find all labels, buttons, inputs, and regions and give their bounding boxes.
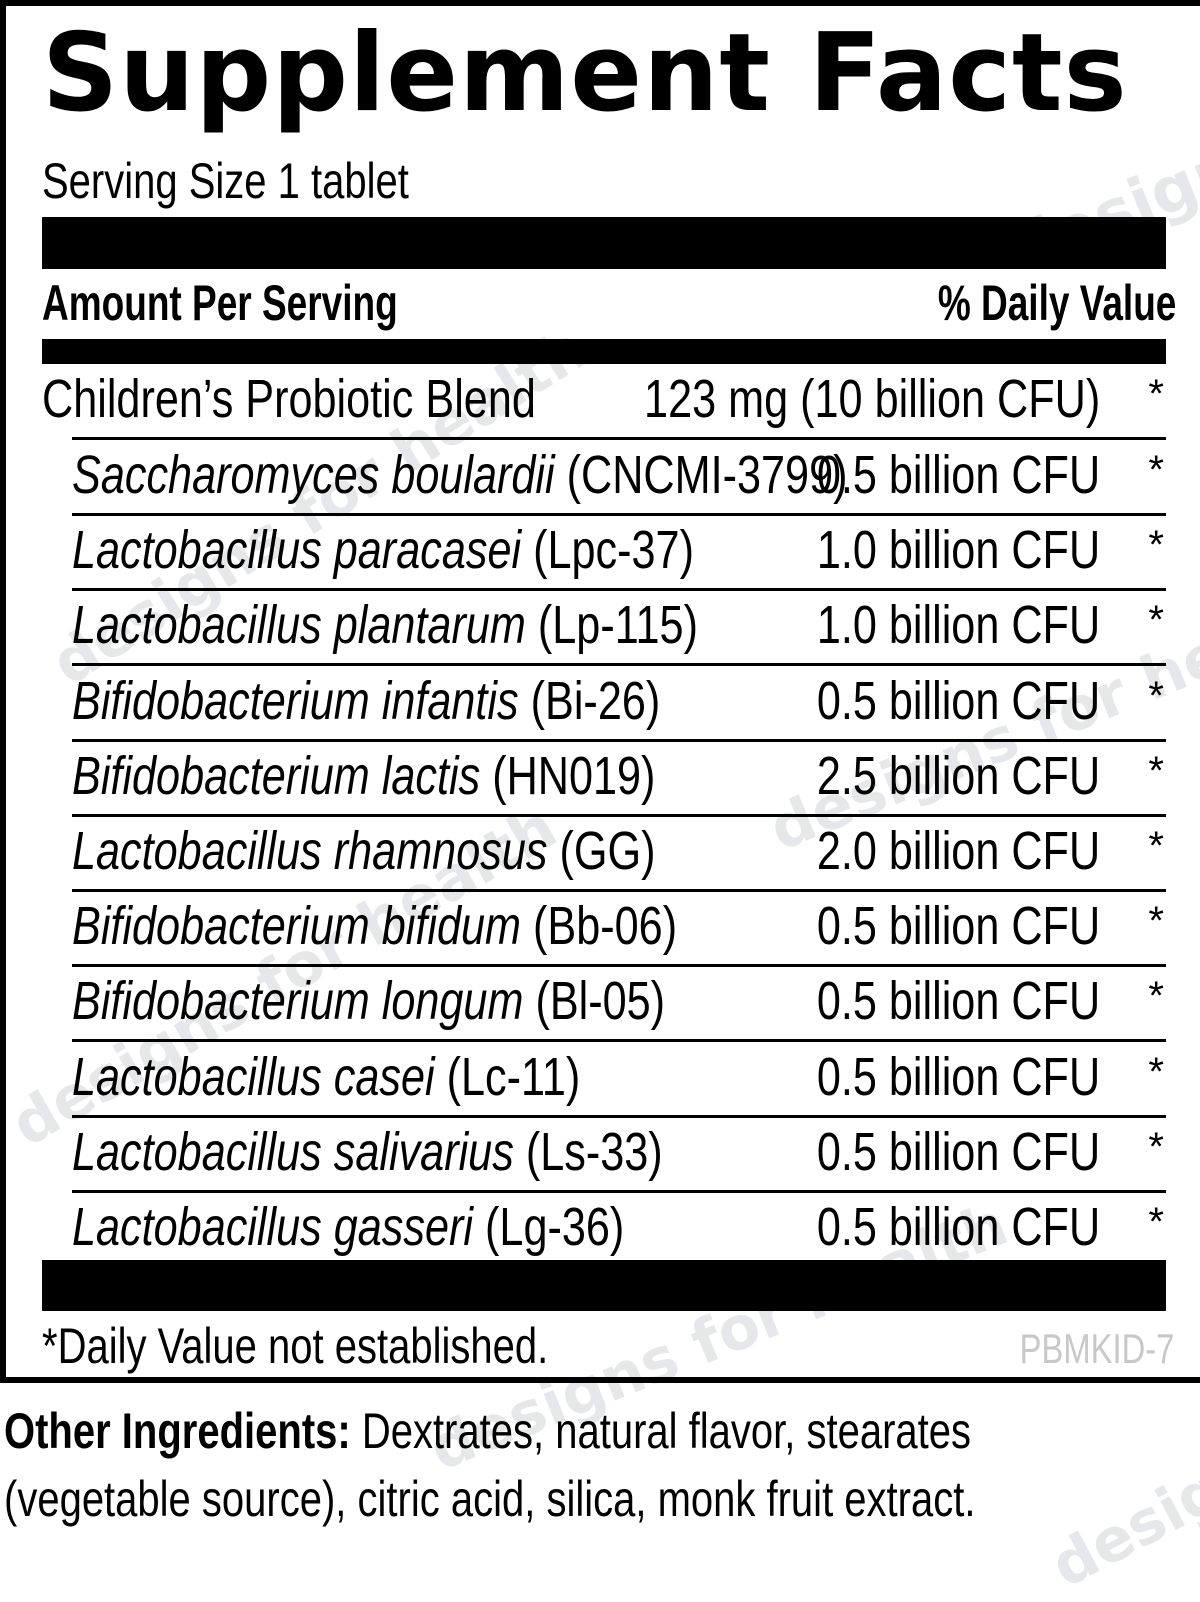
ingredient-name: Lactobacillus rhamnosus (GG)	[72, 824, 655, 878]
serving-size: Serving Size 1 tablet	[42, 153, 409, 209]
row-rule	[72, 588, 1166, 592]
strain-code: (Bl-05)	[535, 971, 666, 1032]
strain-code: (GG)	[559, 821, 656, 881]
species-name: Lactobacillus salivarius	[72, 1121, 514, 1182]
ingredient-name: Lactobacillus plantarum (Lp-115)	[72, 598, 698, 652]
daily-value-asterisk: *	[1148, 523, 1164, 568]
ingredient-amount: 0.5 billion CFU	[816, 971, 1100, 1032]
row-rule	[72, 1189, 1166, 1193]
divider-bar	[42, 1260, 1166, 1311]
daily-value-asterisk: *	[1148, 372, 1164, 416]
strain-code: (HN019)	[492, 745, 656, 806]
ingredient-row: Bifidobacterium longum (Bl-05) 0.5 billio…	[6, 966, 1200, 1043]
ingredient-name: Bifidobacterium infantis (Bi-26)	[72, 674, 660, 728]
ingredient-row: Lactobacillus casei (Lc-11) 0.5 billion C…	[6, 1042, 1200, 1118]
blend-name: Children’s Probiotic Blend	[42, 369, 536, 429]
ingredient-name: Saccharomyces boulardii (CNCMI-3799)	[72, 448, 847, 502]
ingredient-name: Bifidobacterium longum (Bl-05)	[72, 974, 665, 1028]
species-name: Lactobacillus gasseri	[72, 1197, 474, 1257]
panel-title: Supplement Facts	[42, 11, 1128, 136]
strain-code: (CNCMI-3799)	[566, 445, 848, 505]
blend-amount: 123 mg (10 billion CFU)	[643, 369, 1100, 429]
row-rule	[72, 738, 1166, 742]
row-rule	[72, 964, 1166, 968]
species-name: Bifidobacterium lactis	[72, 745, 481, 806]
other-ingredients-text: Dextrates, natural flavor, stearates (ve…	[4, 1403, 976, 1527]
daily-value-asterisk: *	[1148, 974, 1164, 1019]
ingredient-amount: 2.0 billion CFU	[816, 821, 1100, 881]
ingredient-amount: 0.5 billion CFU	[816, 1121, 1100, 1182]
strain-code: (Lpc-37)	[533, 520, 694, 581]
strain-code: (Lc-11)	[446, 1046, 581, 1107]
ingredient-amount: 0.5 billion CFU	[816, 670, 1100, 731]
ingredient-amount: 0.5 billion CFU	[816, 445, 1100, 505]
product-code: PBMKID-7	[1019, 1325, 1174, 1372]
row-rule	[72, 1039, 1166, 1043]
daily-value-footnote: *Daily Value not established.	[42, 1318, 549, 1374]
ingredient-row: Bifidobacterium bifidum (Bb-06) 0.5 billi…	[6, 891, 1200, 968]
ingredient-name: Bifidobacterium lactis (HN019)	[72, 749, 655, 803]
divider-bar	[42, 339, 1166, 364]
ingredient-amount: 0.5 billion CFU	[816, 1046, 1100, 1107]
ingredient-row: Lactobacillus paracasei (Lpc-37) 1.0 bill…	[6, 515, 1200, 592]
strain-code: (Ls-33)	[525, 1121, 663, 1182]
ingredient-name: Bifidobacterium bifidum (Bb-06)	[72, 899, 677, 953]
ingredient-row: Lactobacillus salivarius (Ls-33) 0.5 bill…	[6, 1117, 1200, 1193]
species-name: Lactobacillus paracasei	[72, 520, 522, 581]
ingredient-amount: 1.0 billion CFU	[816, 595, 1100, 656]
ingredient-name: Lactobacillus paracasei (Lpc-37)	[72, 523, 694, 577]
daily-value-asterisk: *	[1148, 1200, 1164, 1244]
blend-row: Children’s Probiotic Blend 123 mg (10 bi…	[6, 364, 1200, 440]
species-name: Lactobacillus rhamnosus	[72, 821, 548, 881]
species-name: Lactobacillus plantarum	[72, 595, 526, 656]
row-rule	[72, 1114, 1166, 1118]
daily-value-header: % Daily Value	[937, 275, 1176, 331]
row-rule	[72, 513, 1166, 516]
daily-value-asterisk: *	[1148, 899, 1164, 944]
daily-value-asterisk: *	[1148, 598, 1164, 643]
strain-code: (Bi-26)	[530, 670, 661, 731]
ingredient-row: Lactobacillus rhamnosus (GG) 2.0 billion …	[6, 816, 1200, 892]
strain-code: (Lp-115)	[537, 595, 698, 656]
species-name: Saccharomyces boulardii	[72, 445, 555, 505]
ingredient-amount: 0.5 billion CFU	[816, 1197, 1100, 1257]
ingredient-name: Lactobacillus salivarius (Ls-33)	[72, 1125, 663, 1179]
daily-value-asterisk: *	[1148, 1049, 1164, 1094]
species-name: Bifidobacterium longum	[72, 971, 524, 1032]
species-name: Bifidobacterium infantis	[72, 670, 519, 731]
ingredient-amount: 0.5 billion CFU	[816, 896, 1100, 957]
row-rule	[72, 437, 1166, 440]
daily-value-asterisk: *	[1148, 448, 1164, 492]
daily-value-asterisk: *	[1148, 1124, 1164, 1169]
other-ingredients: Other Ingredients: Dextrates, natural fl…	[4, 1397, 1140, 1533]
species-name: Lactobacillus casei	[72, 1046, 435, 1107]
daily-value-asterisk: *	[1148, 824, 1164, 868]
ingredient-amount: 1.0 billion CFU	[816, 520, 1100, 581]
divider-bar	[42, 217, 1166, 269]
amount-per-serving-header: Amount Per Serving	[42, 275, 398, 331]
ingredient-row: Lactobacillus plantarum (Lp-115) 1.0 bill…	[6, 590, 1200, 667]
ingredient-row: Bifidobacterium infantis (Bi-26) 0.5 bill…	[6, 666, 1200, 742]
strain-code: (Lg-36)	[485, 1197, 625, 1257]
daily-value-asterisk: *	[1148, 748, 1164, 793]
ingredient-amount: 2.5 billion CFU	[816, 745, 1100, 806]
species-name: Bifidobacterium bifidum	[72, 896, 522, 957]
strain-code: (Bb-06)	[533, 896, 678, 957]
ingredient-row: Bifidobacterium lactis (HN019) 2.5 billio…	[6, 741, 1200, 817]
other-ingredients-label: Other Ingredients:	[4, 1403, 351, 1459]
ingredient-name: Lactobacillus casei (Lc-11)	[72, 1050, 580, 1104]
ingredient-row: Saccharomyces boulardii (CNCMI-3799) 0.5 …	[6, 440, 1200, 516]
row-rule	[72, 889, 1166, 892]
row-rule	[72, 663, 1166, 667]
daily-value-asterisk: *	[1148, 673, 1164, 718]
ingredient-name: Lactobacillus gasseri (Lg-36)	[72, 1200, 624, 1254]
row-rule	[72, 813, 1166, 817]
ingredient-row: Lactobacillus gasseri (Lg-36) 0.5 billion…	[6, 1192, 1200, 1268]
supplement-facts-panel: Supplement Facts Serving Size 1 tablet A…	[0, 0, 1200, 1383]
